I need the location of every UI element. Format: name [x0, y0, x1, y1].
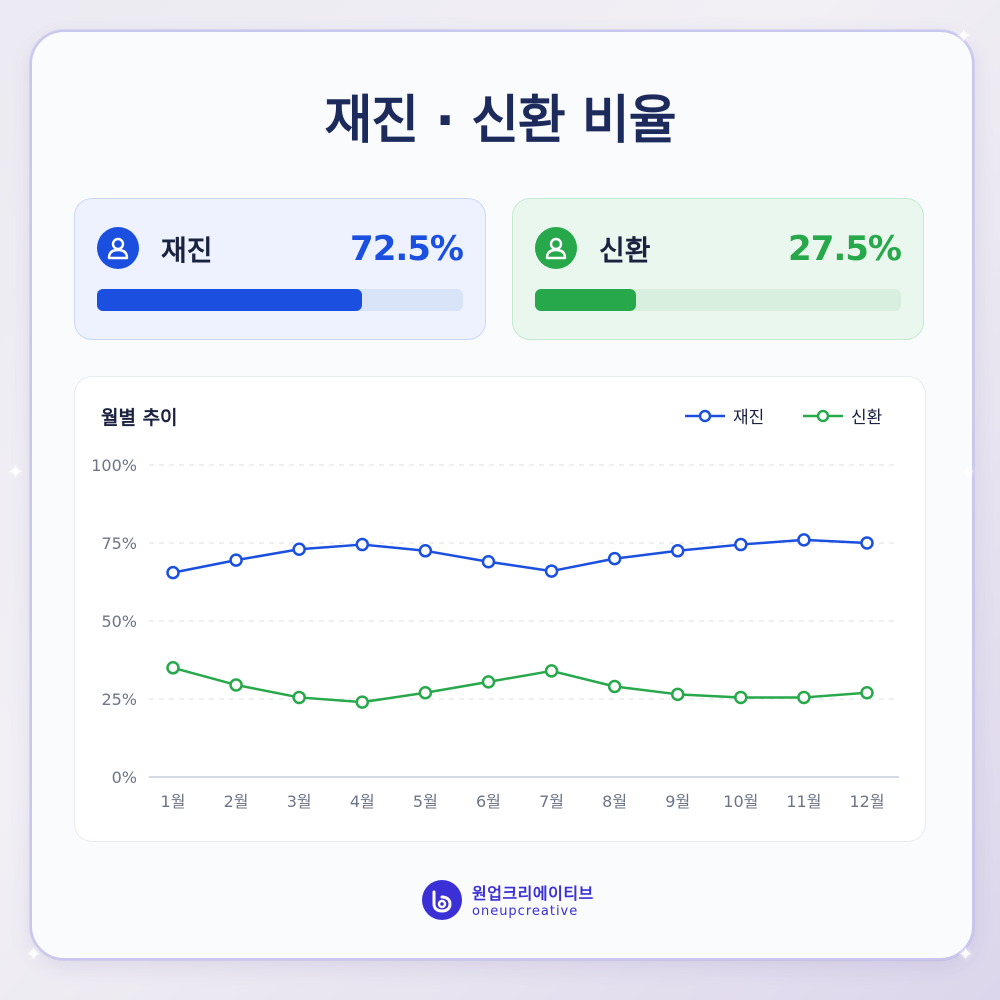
- progress-track: [535, 289, 901, 311]
- progress-fill: [97, 289, 363, 311]
- stat-card-new-patient: 신환 27.5%: [512, 198, 924, 340]
- x-tick-label: 9월: [665, 792, 690, 811]
- data-point: [481, 675, 496, 689]
- x-tick-label: 7월: [539, 792, 564, 811]
- line-chart: 0% 25% 50% 75% 100% 1월 2월 3월 4월 5월 6월 7월 8월 9월 10월 11월 1…: [91, 456, 899, 811]
- x-tick-label: 10월: [723, 792, 758, 811]
- data-point: [418, 544, 433, 558]
- x-tick-label: 6월: [476, 792, 501, 811]
- legend-item-revisit: 재진: [685, 403, 764, 428]
- data-point: [481, 554, 496, 569]
- x-tick-label: 1월: [161, 792, 186, 811]
- data-point: [229, 553, 243, 567]
- x-tick-label: 5월: [413, 792, 438, 811]
- legend-line-marker: [803, 409, 843, 422]
- stat-card-revisit: 재진 72.5%: [74, 198, 486, 340]
- sparkle-icon: ✦: [26, 944, 42, 965]
- stat-label: 신환: [599, 234, 651, 267]
- x-tick-label: 3월: [287, 792, 312, 811]
- legend-label: 신환: [851, 408, 883, 428]
- chart-title: 월별 추이: [101, 407, 178, 429]
- x-tick-label: 8월: [602, 792, 627, 811]
- data-point: [734, 690, 748, 705]
- legend-label: 재진: [733, 408, 765, 428]
- brand-name-korean: 원업크리에이티브: [472, 884, 594, 903]
- data-point: [670, 544, 685, 558]
- brand-name-english: oneupcreative: [472, 904, 579, 919]
- data-point: [544, 564, 559, 578]
- data-point: [292, 542, 306, 556]
- x-tick-label: 12월: [849, 792, 884, 811]
- sparkle-icon: ✦: [956, 26, 972, 47]
- series-line-2: [172, 666, 868, 704]
- series-line-1: [172, 538, 868, 574]
- x-tick-label: 4월: [350, 792, 375, 811]
- y-tick-label: 50%: [101, 612, 137, 631]
- x-tick-label: 11월: [786, 792, 821, 811]
- data-point: [292, 690, 306, 705]
- data-point: [355, 695, 370, 709]
- brand-mark-icon: [422, 880, 462, 920]
- data-point: [860, 686, 874, 700]
- sparkle-icon: ✦: [958, 944, 974, 965]
- progress-track: [97, 289, 463, 311]
- data-point: [544, 664, 559, 678]
- y-tick-label: 25%: [101, 690, 137, 709]
- data-point: [355, 537, 370, 552]
- data-point: [860, 536, 874, 550]
- data-point: [166, 565, 180, 580]
- data-point: [734, 537, 748, 552]
- x-tick-label: 2월: [224, 792, 249, 811]
- data-point: [607, 551, 622, 566]
- data-point: [166, 661, 180, 675]
- sparkle-icon: ✦: [8, 462, 24, 483]
- data-point: [229, 678, 243, 692]
- data-point: [797, 690, 811, 705]
- data-point: [607, 679, 622, 694]
- user-icon: [97, 227, 139, 269]
- data-point: [670, 687, 685, 702]
- stat-percentage: 72.5%: [350, 229, 464, 269]
- y-tick-label: 0%: [112, 768, 137, 787]
- y-tick-label: 100%: [91, 456, 137, 475]
- data-point: [418, 686, 433, 700]
- legend-item-new-patient: 신환: [803, 403, 882, 428]
- data-point: [797, 533, 811, 547]
- brand-logo: 원업크리에이티브 oneupcreative: [420, 878, 620, 924]
- y-tick-label: 75%: [101, 534, 137, 553]
- page-title: 재진 · 신환 비율: [324, 91, 676, 151]
- stat-percentage: 27.5%: [788, 229, 902, 269]
- chart-panel: 0% 25% 50% 75% 100% 1월 2월 3월 4월 5월 6월 7월 8월 9월 10월 11월 1…: [74, 376, 926, 842]
- legend-line-marker: [685, 409, 725, 422]
- user-icon: [535, 227, 577, 269]
- sparkle-icon: ✦: [960, 462, 976, 483]
- stat-label: 재진: [161, 234, 213, 267]
- progress-fill: [535, 289, 636, 311]
